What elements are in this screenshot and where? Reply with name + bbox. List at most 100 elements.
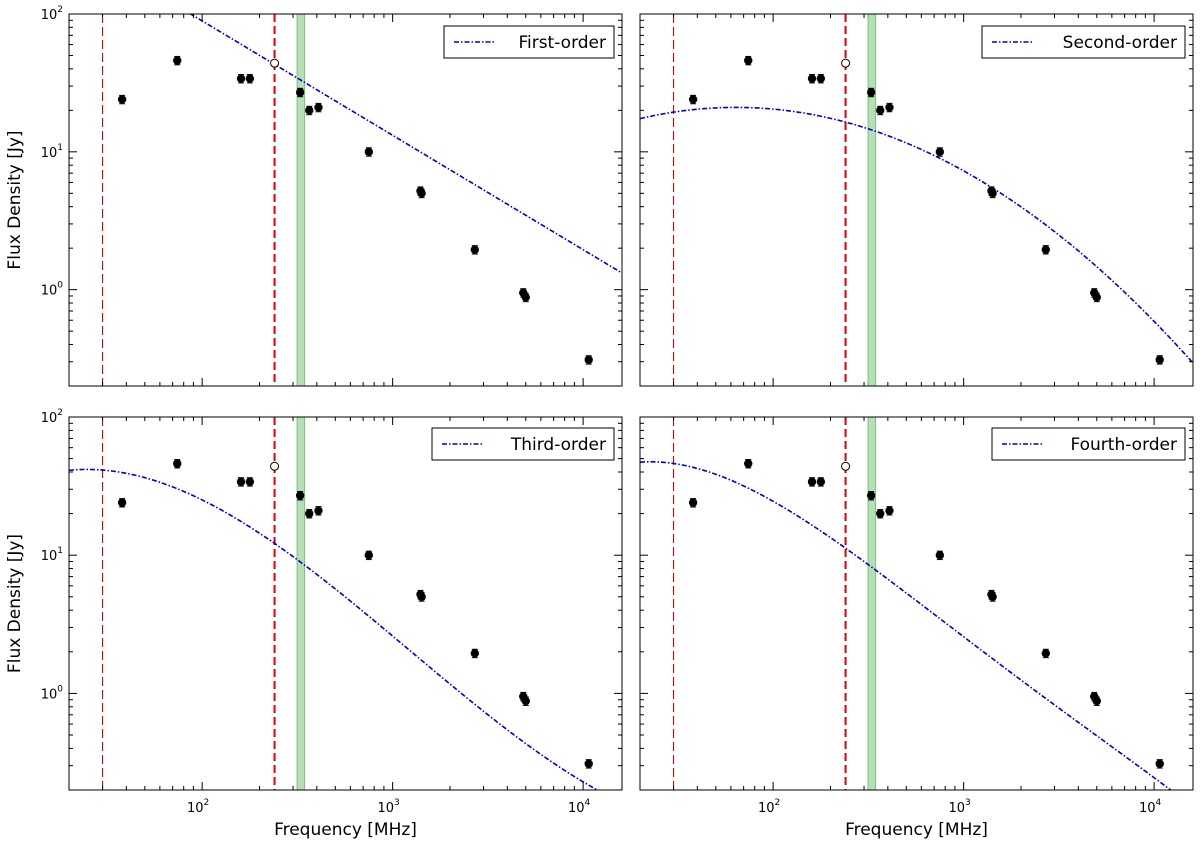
data-marker — [521, 696, 530, 706]
tick-base: 10 — [1139, 801, 1156, 816]
axis-ticks — [68, 416, 622, 791]
x-tick-label: 102 — [758, 798, 780, 816]
data-marker — [245, 477, 255, 486]
legend: Third-order — [431, 427, 615, 461]
plot-frame — [639, 13, 1194, 387]
data-marker — [236, 74, 246, 83]
shaded-band — [296, 14, 306, 386]
data-marker — [173, 459, 182, 468]
excluded-point — [841, 461, 851, 471]
plot-area — [640, 417, 1193, 790]
tick-base: 10 — [41, 687, 58, 702]
y-tick-label: 100 — [41, 281, 64, 299]
data-point — [988, 592, 997, 602]
fit-curve — [640, 106, 1193, 364]
tick-exponent: 3 — [394, 798, 400, 808]
data-marker — [1155, 759, 1164, 768]
data-point — [521, 696, 530, 706]
tick-base: 10 — [758, 801, 775, 816]
data-marker — [584, 355, 593, 364]
data-point — [807, 477, 817, 487]
x-axis-label: Frequency [MHz] — [845, 820, 988, 840]
shaded-band — [867, 417, 877, 790]
data-marker — [1041, 649, 1051, 658]
excluded-point — [270, 58, 280, 68]
x-tick-label: 103 — [377, 798, 399, 816]
tick-exponent: 2 — [775, 798, 781, 808]
fit-curve — [69, 468, 599, 790]
data-marker — [935, 551, 945, 560]
data-point — [1041, 648, 1051, 659]
data-point — [245, 477, 255, 487]
data-marker — [866, 88, 876, 97]
data-marker — [314, 506, 323, 515]
axis-ticks — [639, 416, 1193, 791]
y-tick-label: 102 — [41, 408, 63, 426]
data-marker — [417, 592, 426, 602]
data-marker — [688, 498, 698, 507]
data-marker — [876, 509, 885, 518]
tick-exponent: 2 — [204, 798, 210, 808]
tick-exponent: 4 — [1156, 798, 1162, 808]
y-tick-label: 101 — [41, 546, 63, 564]
y-axis-label: Flux Density [Jy] — [5, 130, 25, 269]
data-marker — [1041, 245, 1051, 254]
data-point — [988, 188, 997, 199]
tick-base: 10 — [41, 146, 58, 161]
data-point — [885, 102, 894, 113]
data-point — [866, 491, 876, 501]
tick-base: 10 — [377, 801, 394, 816]
data-marker — [1092, 293, 1101, 302]
data-marker — [988, 189, 997, 198]
legend: Second-order — [981, 25, 1186, 59]
legend-label: First-order — [518, 33, 606, 53]
data-marker — [117, 498, 127, 507]
data-marker — [521, 293, 530, 302]
data-marker — [470, 245, 480, 254]
data-marker — [295, 491, 305, 500]
data-point — [866, 87, 876, 98]
data-point — [314, 102, 323, 113]
tick-exponent: 4 — [585, 798, 591, 808]
data-marker — [816, 477, 826, 486]
data-point — [584, 355, 593, 365]
legend: First-order — [443, 25, 615, 59]
data-marker — [988, 592, 997, 602]
tick-exponent: 2 — [57, 5, 63, 15]
shaded-band — [867, 14, 877, 386]
data-marker — [245, 74, 255, 83]
plot-area — [640, 14, 1193, 386]
data-marker — [173, 56, 182, 65]
legend: Fourth-order — [991, 427, 1186, 461]
data-point — [1155, 759, 1164, 769]
data-point — [1092, 696, 1101, 706]
plot-area — [69, 14, 622, 386]
tick-exponent: 3 — [965, 798, 971, 808]
tick-base: 10 — [568, 801, 585, 816]
data-point — [295, 491, 305, 501]
data-marker — [295, 88, 305, 97]
tick-exponent: 2 — [57, 408, 63, 418]
plot-frame — [68, 416, 623, 791]
plot-frame — [639, 416, 1194, 791]
data-point — [876, 105, 885, 116]
data-point — [744, 459, 753, 469]
data-marker — [117, 95, 127, 104]
data-marker — [314, 103, 323, 112]
y-tick-label: 101 — [41, 143, 63, 161]
plot-content — [640, 14, 1193, 386]
tick-base: 10 — [41, 8, 58, 23]
data-marker — [584, 759, 593, 768]
legend-label: Second-order — [1063, 33, 1177, 53]
plot-frame — [68, 13, 623, 387]
data-point — [245, 74, 255, 84]
tick-exponent: 0 — [57, 281, 63, 291]
shaded-band — [296, 417, 306, 790]
tick-base: 10 — [41, 284, 58, 299]
axis-ticks — [639, 13, 1193, 387]
tick-exponent: 1 — [57, 143, 63, 153]
tick-base: 10 — [948, 801, 965, 816]
x-tick-label: 103 — [948, 798, 970, 816]
